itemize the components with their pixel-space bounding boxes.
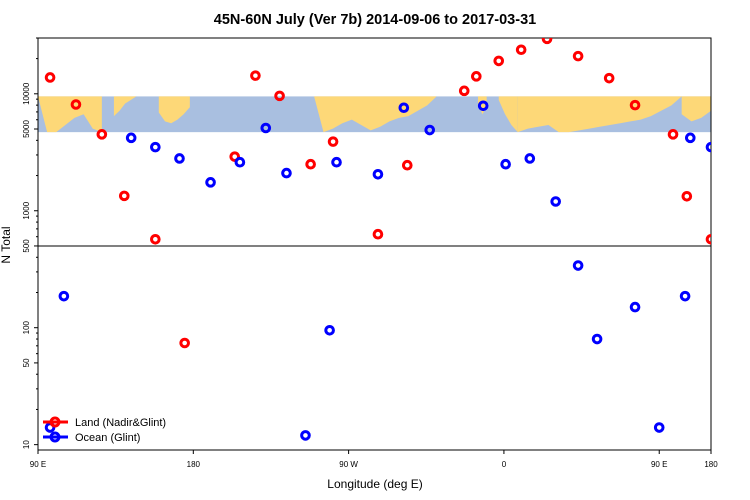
ocean-data-point — [684, 132, 696, 144]
ocean-data-point — [653, 422, 665, 433]
y-tick-label: 100 — [22, 320, 31, 334]
land-data-point — [458, 85, 470, 97]
land-data-point — [179, 337, 190, 349]
ocean-data-point — [58, 290, 70, 302]
ocean-data-point — [398, 102, 410, 114]
map-band — [38, 96, 711, 133]
ocean-data-point — [125, 132, 137, 144]
ocean-data-point — [550, 196, 561, 207]
land-data-point — [327, 136, 339, 147]
land-data-point — [70, 99, 82, 110]
land-data-point — [667, 129, 679, 140]
land-data-point — [229, 151, 241, 162]
ocean-data-point — [524, 153, 536, 164]
land-data-point — [250, 70, 261, 81]
map-land-shape — [681, 96, 711, 122]
map-land-shape — [113, 96, 137, 117]
y-tick-label: 10000 — [22, 82, 31, 105]
ocean-data-point — [629, 301, 641, 313]
x-tick-label: 0 — [502, 460, 507, 469]
ocean-data-point — [281, 167, 292, 179]
legend-marker-land — [49, 416, 61, 428]
land-data-point — [401, 159, 413, 171]
map-land-shape — [517, 96, 682, 133]
x-tick-label: 180 — [187, 460, 201, 469]
land-data-point — [96, 129, 108, 140]
ocean-data-point — [260, 122, 272, 134]
y-tick-label: 1000 — [22, 201, 31, 219]
ocean-data-point — [150, 141, 161, 153]
ocean-data-point — [730, 155, 738, 163]
y-tick-label: 500 — [22, 239, 31, 253]
land-data-point — [730, 336, 738, 344]
ocean-data-point — [500, 158, 511, 170]
land-data-point — [150, 233, 161, 245]
ocean-data-point — [205, 177, 216, 188]
ocean-data-point — [331, 156, 342, 168]
legend: Land (Nadir&Glint) Ocean (Glint) — [43, 416, 166, 444]
y-axis-label: N Total — [0, 226, 13, 263]
map-land-shape — [498, 96, 518, 133]
ocean-data-point — [572, 260, 584, 271]
map-land-shape — [38, 96, 102, 133]
x-axis-label: Longitude (deg E) — [327, 477, 422, 491]
land-data-point — [603, 72, 615, 84]
x-tick-label: 90 W — [339, 460, 358, 469]
x-tick-label: 90 E — [651, 460, 667, 469]
y-axis: 10 50 100 500 1000 5000 10000 — [22, 37, 38, 449]
land-data-point — [515, 44, 527, 56]
ocean-data-point — [591, 333, 603, 345]
ocean-data-point — [234, 156, 246, 168]
legend-entry-land: Land (Nadir&Glint) — [43, 416, 166, 429]
land-data-point — [572, 50, 584, 62]
ocean-data-point — [424, 124, 436, 136]
land-data-point — [705, 234, 711, 245]
land-data-point — [118, 190, 130, 202]
land-data-point — [493, 55, 505, 67]
legend-label-land: Land (Nadir&Glint) — [75, 417, 166, 429]
x-axis: 90 E 180 90 W 0 90 E 180 — [30, 450, 718, 469]
land-data-point — [541, 38, 553, 45]
data-points — [44, 38, 738, 441]
y-tick-label: 50 — [22, 358, 31, 367]
map-land-shape — [158, 96, 190, 124]
land-data-point — [44, 72, 56, 83]
y-tick-label: 10 — [22, 440, 31, 449]
land-data-point — [629, 99, 641, 111]
ocean-data-point — [679, 290, 691, 302]
legend-marker-ocean — [49, 431, 61, 443]
land-data-point — [372, 228, 384, 240]
ocean-data-point — [372, 168, 384, 180]
x-tick-label: 180 — [704, 460, 718, 469]
land-data-point — [274, 90, 285, 102]
ocean-data-point — [300, 430, 311, 441]
land-data-point — [681, 190, 693, 202]
map-band-land — [38, 96, 711, 133]
ocean-data-point — [705, 141, 711, 153]
legend-entry-ocean: Ocean (Glint) — [43, 431, 140, 444]
land-data-point — [305, 158, 316, 170]
y-tick-label: 5000 — [22, 120, 31, 138]
chart-title: 45N-60N July (Ver 7b) 2014-09-06 to 2017… — [214, 12, 536, 28]
ocean-data-point — [324, 325, 335, 336]
x-tick-label: 90 E — [30, 460, 46, 469]
legend-label-ocean: Ocean (Glint) — [75, 432, 140, 444]
land-data-point — [471, 71, 482, 82]
ocean-data-point — [174, 153, 185, 164]
ocean-data-point — [477, 100, 489, 112]
